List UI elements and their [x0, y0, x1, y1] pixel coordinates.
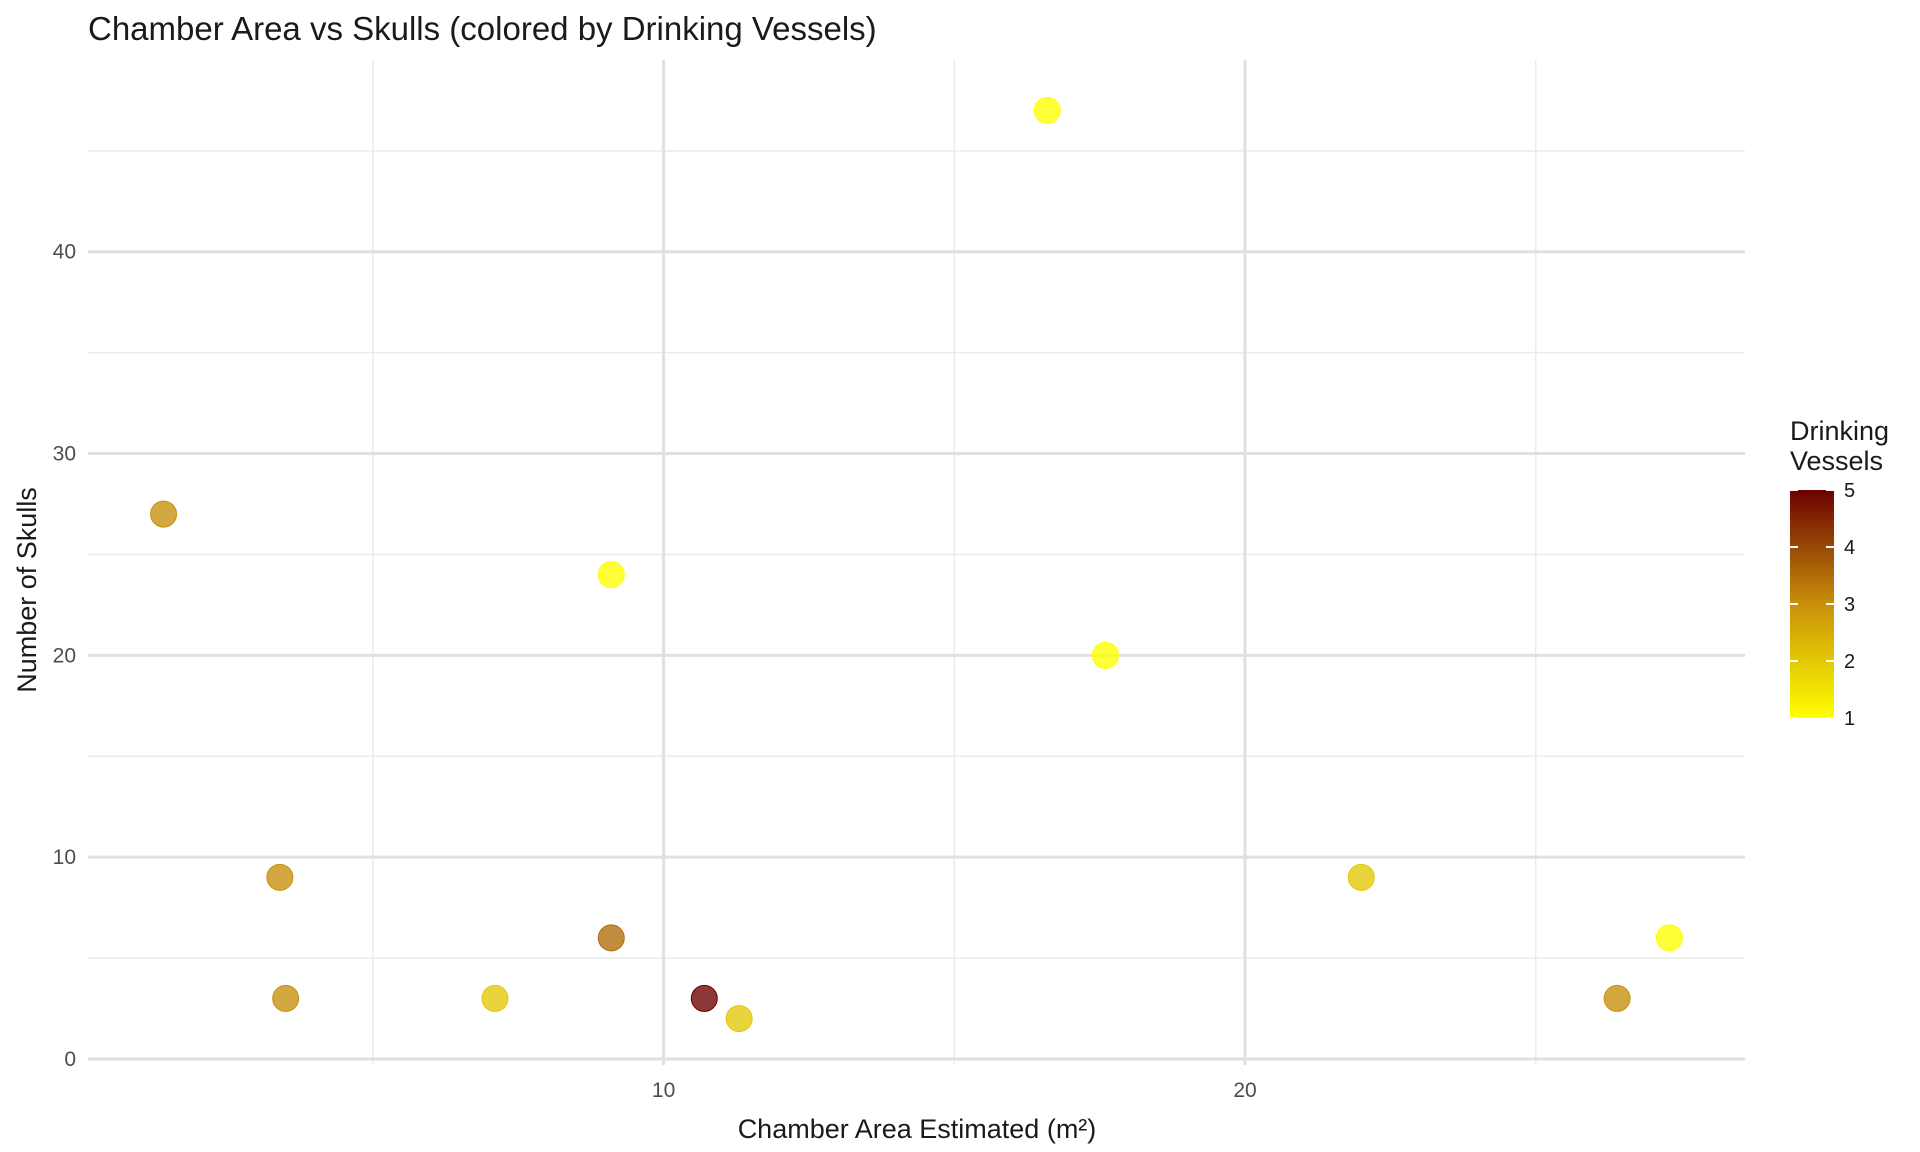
legend-tick-label: 3: [1844, 594, 1855, 616]
data-point: [1655, 924, 1683, 952]
y-tick-label: 30: [53, 443, 76, 466]
y-tick-label: 0: [64, 1048, 76, 1071]
data-point: [1033, 96, 1061, 124]
color-legend: Drinking Vessels 5 4 3 2 1: [1790, 416, 1889, 730]
chart-title: Chamber Area vs Skulls (colored by Drink…: [88, 10, 877, 47]
legend-tick-label: 1: [1844, 708, 1855, 730]
data-point: [597, 924, 625, 952]
y-tick-label: 10: [53, 846, 76, 869]
data-point: [150, 500, 178, 528]
legend-ticks: 5 4 3 2 1: [1790, 480, 1855, 730]
legend-tick-label: 4: [1844, 537, 1855, 559]
data-point: [725, 1005, 753, 1033]
y-axis-label: Number of Skulls: [12, 487, 42, 693]
legend-tick-label: 2: [1844, 651, 1855, 673]
y-tick-label: 20: [53, 644, 76, 667]
x-tick-label: 20: [1233, 1079, 1256, 1102]
x-axis-label: Chamber Area Estimated (m²): [738, 1114, 1097, 1144]
data-point: [481, 984, 509, 1012]
data-point: [266, 863, 294, 891]
data-point: [1347, 863, 1375, 891]
data-point: [272, 984, 300, 1012]
data-points: [150, 96, 1683, 1033]
legend-tick-label: 5: [1844, 480, 1855, 502]
y-tick-label: 40: [53, 241, 76, 264]
grid-lines: [88, 60, 1745, 1065]
legend-title-line-2: Vessels: [1790, 446, 1883, 476]
legend-title-line-1: Drinking: [1790, 416, 1889, 446]
x-axis-ticks: 10 20: [652, 1079, 1257, 1102]
data-point: [1603, 984, 1631, 1012]
data-point: [690, 984, 718, 1012]
data-point: [597, 561, 625, 589]
data-point: [1091, 641, 1119, 669]
x-tick-label: 10: [652, 1079, 675, 1102]
y-axis-ticks: 0 10 20 30 40: [53, 241, 76, 1071]
